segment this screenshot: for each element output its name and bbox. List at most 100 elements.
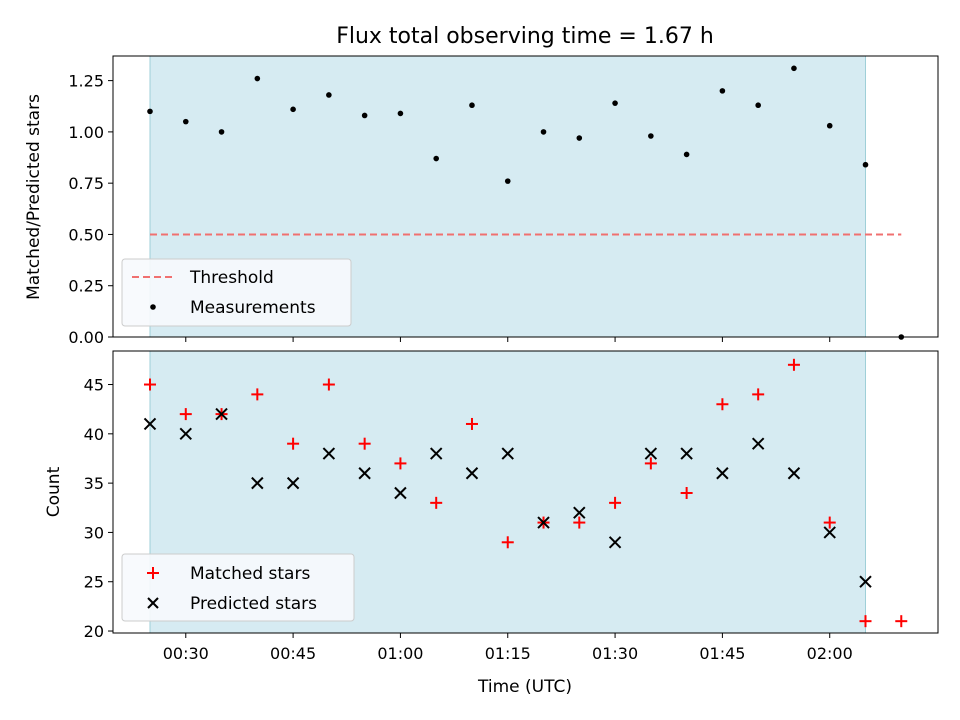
matched-star-point	[609, 496, 622, 509]
top-y-axis-label: Matched/Predicted stars	[24, 94, 44, 300]
legend-matched-swatch	[147, 567, 159, 579]
y-tick-label: 0.75	[68, 174, 104, 193]
predicted-cross-b	[465, 467, 479, 480]
measurement-point	[791, 65, 797, 72]
y-tick-label: 1.25	[68, 72, 104, 91]
measurement-point	[576, 135, 583, 141]
measurement-point	[326, 92, 332, 98]
measurement-point	[290, 106, 296, 113]
matched-star-point	[680, 486, 693, 499]
matched-star-point	[787, 358, 800, 371]
bottom-panel: 20 25 30 35 40 45 00:30 00:45 01:00 01:15 01:30 01…	[44, 350, 939, 697]
predicted-cross-b	[358, 467, 371, 480]
y-tick-label: 0.00	[68, 328, 104, 347]
measurement-point	[648, 133, 654, 139]
y-tick-label: 45	[84, 376, 104, 395]
top-y-ticks: 0.00 0.25 0.50 0.75 1.00 1.25	[68, 72, 113, 347]
matched-star-point	[716, 398, 729, 411]
predicted-star-point	[251, 476, 264, 490]
predicted-star-point	[429, 447, 443, 460]
measurement-point	[826, 122, 833, 129]
bottom-x-ticks: 00:30 00:45 01:00 01:15 01:30 01:45 02:00	[163, 633, 853, 663]
matched-star-point	[287, 437, 300, 450]
predicted-star-point	[680, 447, 693, 460]
matched-star-point	[394, 457, 407, 470]
matched-star-point	[823, 516, 836, 529]
predicted-cross-b	[716, 467, 729, 480]
bottom-legend: Matched stars Predicted stars	[121, 553, 355, 622]
predicted-star-point	[394, 486, 407, 500]
measurement-point	[540, 129, 547, 135]
predicted-cross-b	[787, 467, 801, 480]
predicted-cross-b	[501, 447, 514, 460]
x-tick-label: 01:15	[485, 644, 531, 663]
predicted-star-point	[465, 467, 479, 480]
y-tick-label: 40	[84, 425, 104, 444]
legend-threshold-label: Threshold	[189, 268, 274, 288]
matched-star-point	[179, 408, 192, 421]
y-tick-label: 35	[84, 474, 104, 493]
predicted-star-point	[501, 447, 514, 460]
legend-predicted-swatch	[147, 597, 159, 609]
legend-measurements-label: Measurements	[190, 298, 316, 318]
predicted-cross-b	[644, 447, 658, 460]
predicted-cross-b	[143, 417, 157, 431]
y-tick-label: 20	[84, 622, 104, 641]
measurement-point	[683, 151, 690, 158]
predicted-star-point	[751, 437, 765, 450]
predicted-cross-b	[394, 486, 407, 500]
legend-measurements-swatch	[150, 304, 156, 310]
legend-matched-label: Matched stars	[190, 564, 310, 584]
predicted-cross-b	[537, 516, 550, 529]
top-x-ticks	[185, 337, 831, 342]
measurement-point	[719, 88, 726, 94]
predicted-cross-b	[823, 526, 836, 539]
legend-predicted-label: Predicted stars	[190, 594, 317, 614]
measurement-point	[469, 102, 475, 109]
predicted-cross-b	[179, 427, 192, 441]
x-tick-label: 01:30	[592, 644, 638, 663]
matched-star-point	[430, 496, 443, 509]
predicted-star-point	[286, 476, 300, 490]
measurement-point	[361, 112, 368, 119]
top-panel: Flux total observing time = 1.67 h 0.00 0…	[24, 24, 939, 347]
y-tick-label: 0.25	[68, 277, 104, 296]
matched-star-point	[322, 378, 335, 391]
measurement-point	[147, 108, 153, 115]
measurement-point	[433, 155, 440, 162]
matched-star-point	[144, 378, 156, 391]
bottom-y-ticks: 20 25 30 35 40 45	[84, 376, 113, 641]
matched-star-point	[573, 516, 586, 529]
measurement-point	[504, 178, 511, 184]
matched-star-point	[358, 437, 371, 450]
matched-star-point	[895, 615, 908, 628]
y-tick-label: 30	[84, 523, 104, 542]
measurement-point	[218, 129, 225, 135]
predicted-star-point	[143, 417, 157, 431]
predicted-cross-b	[751, 437, 765, 450]
predicted-cross-b	[251, 476, 264, 490]
bottom-axes-frame	[112, 350, 939, 634]
predicted-star-point	[787, 467, 801, 480]
predicted-cross-b	[215, 407, 228, 421]
chart-title: Flux total observing time = 1.67 h	[336, 24, 714, 49]
top-legend: Threshold Measurements	[121, 258, 352, 327]
y-tick-label: 25	[84, 573, 104, 592]
predicted-cross-b	[859, 575, 872, 588]
predicted-star-point	[716, 467, 729, 480]
measurement-point	[182, 118, 189, 125]
predicted-cross-b	[573, 506, 586, 519]
predicted-star-point	[537, 516, 550, 529]
predicted-cross-b	[286, 476, 300, 490]
predicted-star-point	[823, 526, 836, 539]
predicted-star-point	[179, 427, 192, 441]
predicted-star-point	[215, 407, 228, 421]
matched-star-point	[644, 457, 657, 470]
matched-star-point	[501, 536, 514, 549]
predicted-star-point	[859, 575, 872, 588]
predicted-stars-points	[143, 407, 872, 588]
measurement-point	[862, 161, 869, 168]
measurement-point	[612, 100, 618, 106]
matched-star-point	[465, 417, 478, 430]
